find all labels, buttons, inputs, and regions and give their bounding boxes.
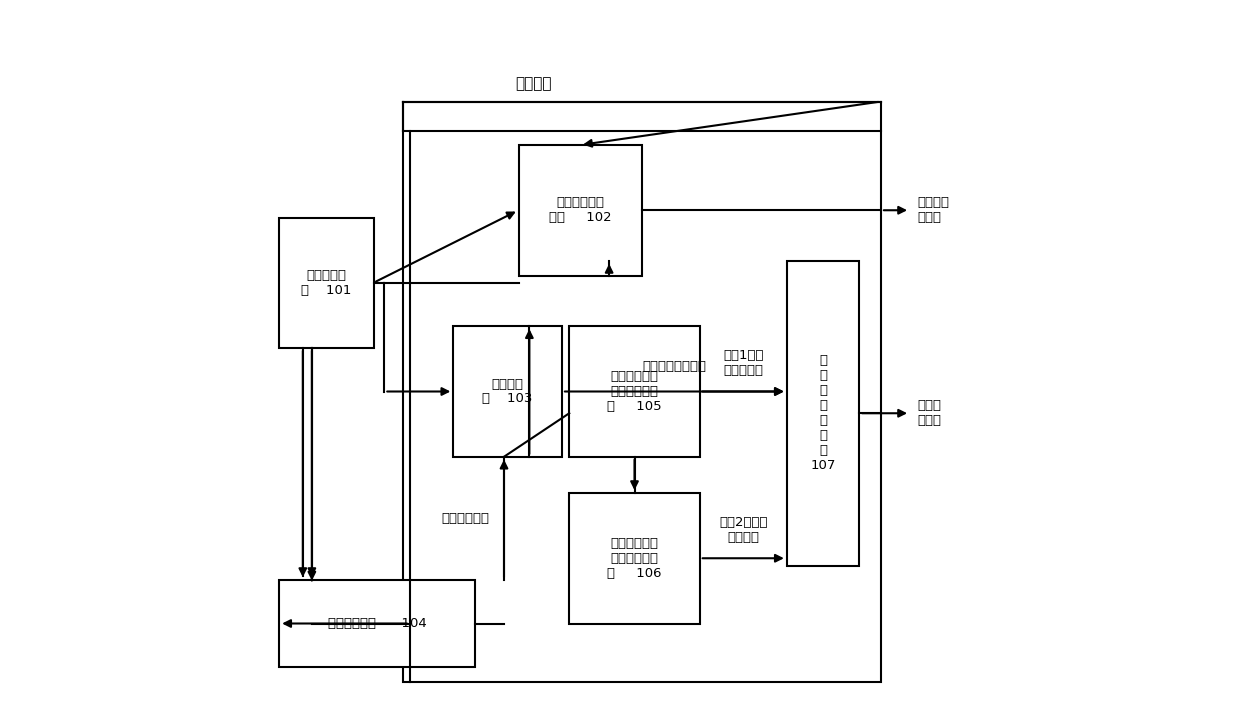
- Text: 通
路
选
择
器
单
元
107: 通 路 选 择 器 单 元 107: [810, 355, 836, 472]
- Text: 原始写完成指示位: 原始写完成指示位: [642, 360, 707, 373]
- FancyBboxPatch shape: [786, 261, 859, 566]
- Text: 第二级写完成
缓存寄存器单
元     106: 第二级写完成 缓存寄存器单 元 106: [608, 536, 662, 580]
- Text: 写完成
指示位: 写完成 指示位: [918, 399, 941, 427]
- FancyBboxPatch shape: [569, 326, 699, 457]
- Text: 延迟2拍写完
成指示位: 延迟2拍写完 成指示位: [719, 515, 768, 544]
- Text: 频率监控判断
单元     102: 频率监控判断 单元 102: [549, 196, 611, 224]
- FancyBboxPatch shape: [279, 218, 373, 348]
- FancyBboxPatch shape: [569, 493, 699, 624]
- Text: 低频时钟: 低频时钟: [515, 76, 552, 91]
- FancyBboxPatch shape: [518, 145, 642, 276]
- Text: 写命令和数据: 写命令和数据: [441, 512, 490, 525]
- Text: 延迟1拍写
完成指示位: 延迟1拍写 完成指示位: [723, 349, 764, 377]
- Text: 第一级写完成
缓存寄存器单
元     105: 第一级写完成 缓存寄存器单 元 105: [608, 370, 662, 413]
- FancyBboxPatch shape: [454, 326, 562, 457]
- Text: 时钟产生单
元    101: 时钟产生单 元 101: [301, 269, 352, 297]
- Text: 单拍写数
指示位: 单拍写数 指示位: [918, 196, 950, 224]
- FancyBboxPatch shape: [279, 580, 475, 667]
- FancyBboxPatch shape: [403, 130, 880, 682]
- Text: 写控制器单元      104: 写控制器单元 104: [327, 617, 427, 630]
- Text: 存储器单
元    103: 存储器单 元 103: [482, 378, 533, 405]
